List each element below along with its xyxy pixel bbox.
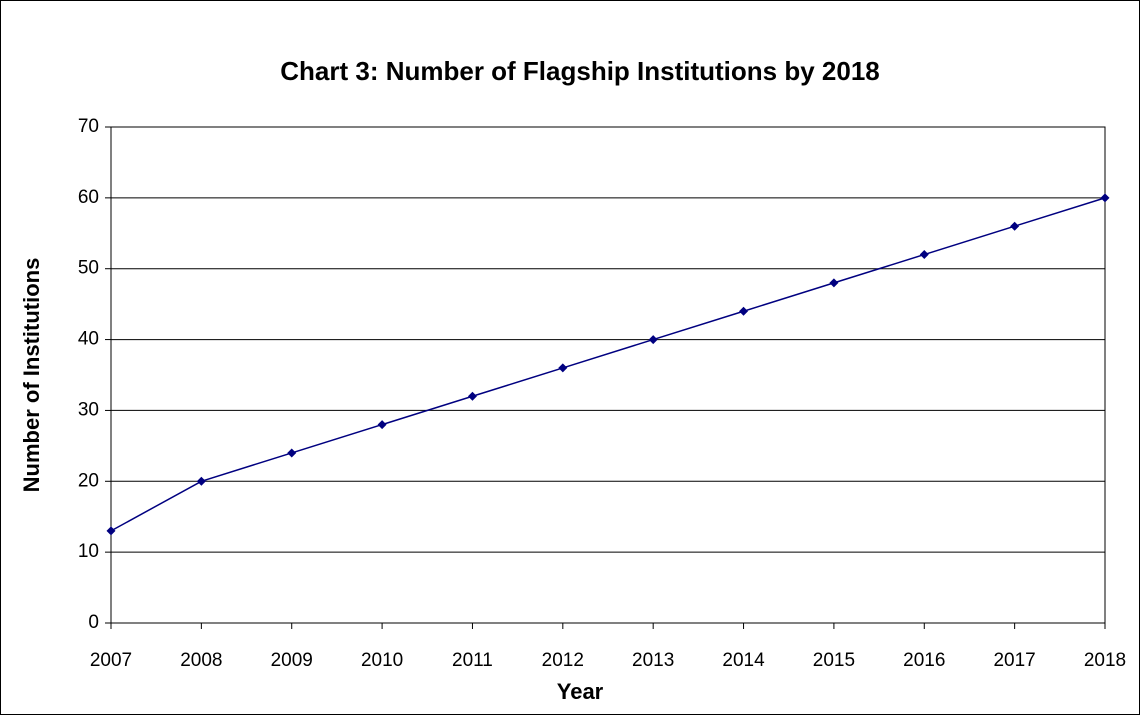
y-tick-label: 70	[78, 116, 99, 137]
y-tick-label: 20	[78, 470, 99, 491]
x-tick-label: 2016	[903, 650, 945, 671]
data-point	[1010, 221, 1020, 231]
data-point	[1100, 193, 1110, 203]
x-tick-label: 2008	[180, 650, 222, 671]
x-tick-label: 2013	[632, 650, 674, 671]
y-axis-label: Number of Institutions	[19, 258, 44, 493]
x-tick-label: 2012	[542, 650, 584, 671]
data-point	[287, 448, 297, 458]
x-tick-label: 2015	[813, 650, 855, 671]
x-tick-label: 2017	[993, 650, 1035, 671]
x-tick-label: 2011	[452, 650, 493, 671]
data-point	[196, 476, 206, 486]
x-tick-label: 2007	[90, 650, 132, 671]
data-line	[110, 197, 1106, 532]
data-point	[739, 306, 749, 316]
y-tick-label: 60	[78, 187, 99, 208]
data-point	[648, 335, 658, 345]
data-point	[377, 420, 387, 430]
data-point	[919, 250, 929, 260]
data-point	[467, 391, 477, 401]
data-point	[106, 526, 116, 536]
chart-title: Chart 3: Number of Flagship Institutions…	[280, 56, 880, 86]
x-tick-label: 2009	[271, 650, 313, 671]
y-tick-label: 10	[78, 541, 99, 562]
x-tick-label: 2014	[722, 650, 765, 671]
y-tick-label: 30	[78, 399, 99, 420]
y-tick-label: 0	[88, 612, 99, 633]
data-point	[829, 278, 839, 288]
x-axis-label: Year	[557, 679, 604, 704]
x-tick-label: 2010	[361, 650, 403, 671]
data-point	[558, 363, 568, 373]
x-tick-label: 2018	[1084, 650, 1126, 671]
y-tick-label: 40	[78, 329, 99, 350]
y-tick-label: 50	[78, 258, 99, 279]
plot-area	[110, 126, 1106, 624]
